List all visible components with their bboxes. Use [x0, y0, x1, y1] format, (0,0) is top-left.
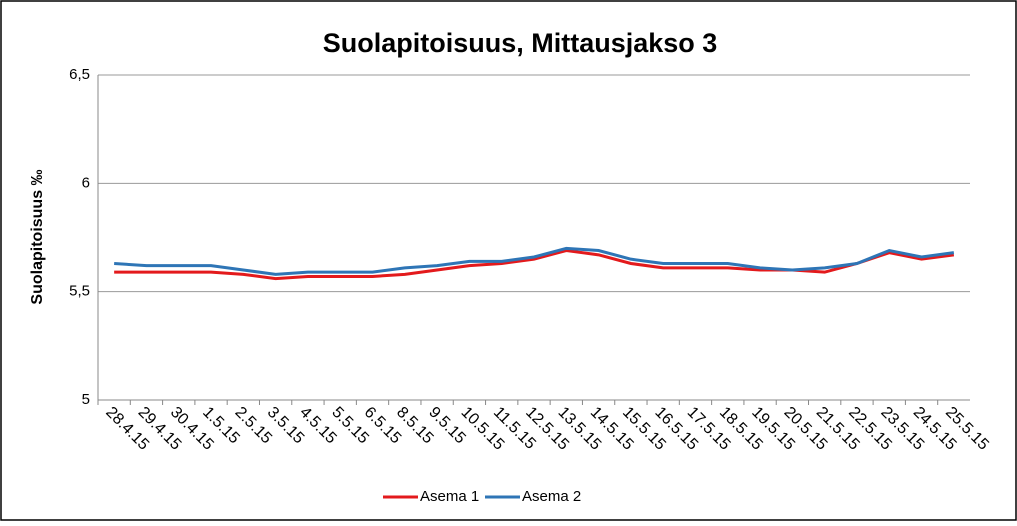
series-line [114, 246, 955, 276]
legend-label: Asema 1 [420, 488, 479, 505]
chart-title: Suolapitoisuus, Mittausjakso 3 [323, 28, 718, 58]
y-tick-label: 6,5 [69, 66, 90, 83]
series-line [114, 248, 955, 281]
y-tick-label: 6 [82, 174, 90, 191]
legend-label: Asema 2 [522, 488, 581, 505]
y-axis-label: Suolapitoisuus ‰ [29, 169, 46, 304]
y-tick-label: 5,5 [69, 283, 90, 300]
y-tick-label: 5 [82, 391, 90, 408]
